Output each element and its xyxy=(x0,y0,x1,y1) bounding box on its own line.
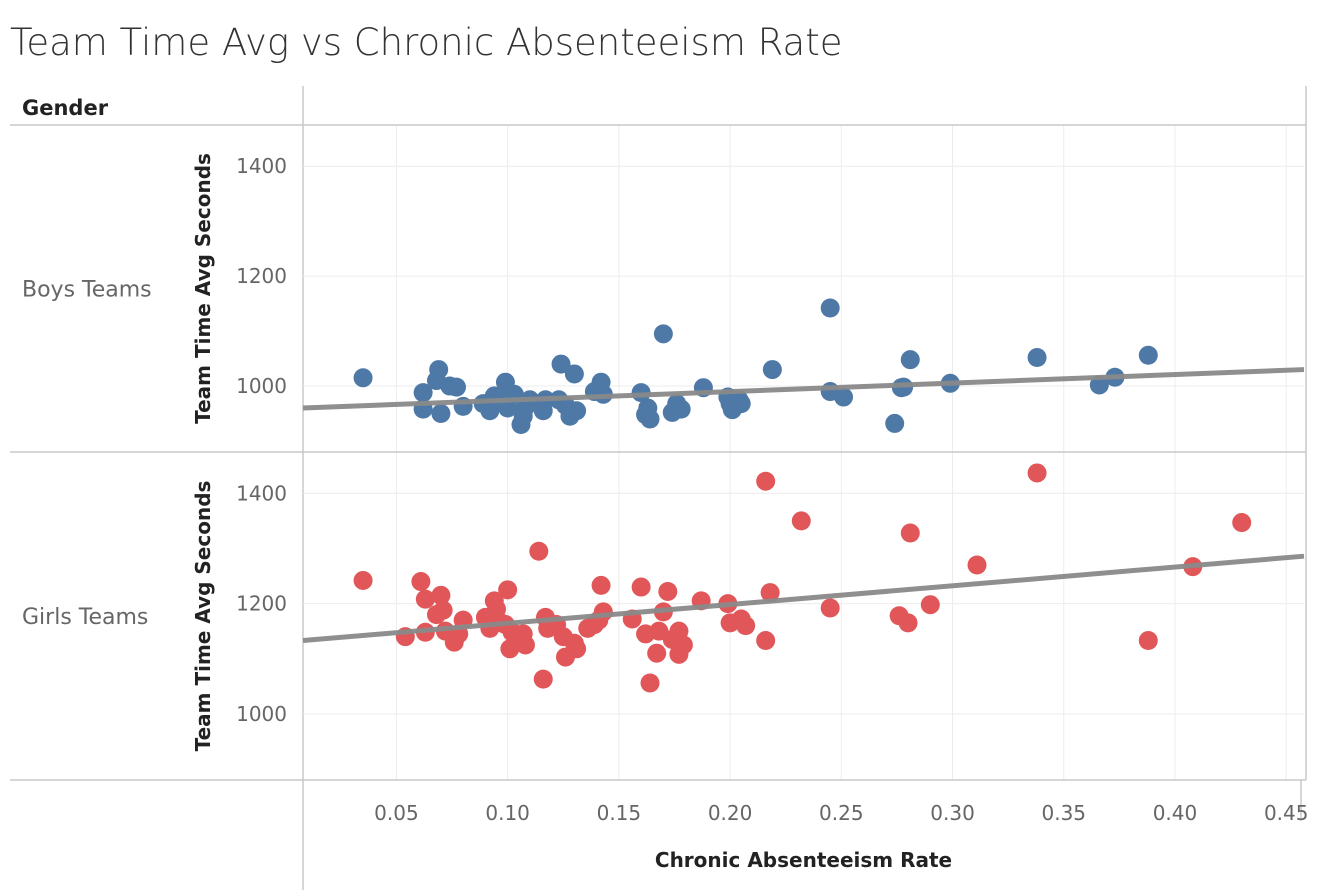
data-point xyxy=(834,387,854,407)
y-tick-label: 1200 xyxy=(236,264,287,288)
data-point xyxy=(533,669,553,689)
data-point xyxy=(898,613,918,633)
x-tick-label: 0.15 xyxy=(597,801,642,825)
y-axis-title: Team Time Avg Seconds xyxy=(191,481,215,752)
data-point xyxy=(433,600,453,620)
data-point xyxy=(756,471,776,491)
data-point xyxy=(920,595,940,615)
x-axis: 0.05 0.10 0.15 0.20 0.25 0.30 0.35 0.40 0.45 Chro… xyxy=(374,801,1308,872)
y-tick-label: 1200 xyxy=(236,592,287,616)
panels: 1000 1200 1400 Boys Teams Team Time Avg Seco… xyxy=(22,153,1305,752)
x-tick-label: 0.05 xyxy=(374,801,419,825)
chart-title: Team Time Avg vs Chronic Absenteeism Rat… xyxy=(10,21,842,64)
data-point xyxy=(591,575,611,595)
trend-line xyxy=(302,367,1305,411)
data-point xyxy=(647,643,667,663)
x-tick-label: 0.10 xyxy=(485,801,530,825)
data-point xyxy=(529,541,549,561)
points xyxy=(353,463,1252,693)
data-point xyxy=(593,602,613,622)
data-point xyxy=(431,404,451,424)
data-point xyxy=(1232,513,1252,533)
data-point xyxy=(564,364,584,384)
data-point xyxy=(820,598,840,618)
x-tick-label: 0.40 xyxy=(1153,801,1198,825)
points xyxy=(353,298,1158,435)
data-point xyxy=(673,635,693,655)
data-point xyxy=(431,585,451,605)
row-label: Boys Teams xyxy=(22,278,152,303)
data-point xyxy=(413,383,433,403)
x-tick-label: 0.45 xyxy=(1264,801,1309,825)
data-point xyxy=(640,409,660,429)
data-point xyxy=(640,673,660,693)
data-point xyxy=(631,577,651,597)
x-tick-label: 0.30 xyxy=(930,801,975,825)
data-point xyxy=(736,616,756,636)
panel-boys-teams: 1000 1200 1400 Boys Teams Team Time Avg Seco… xyxy=(22,153,1305,435)
data-point xyxy=(1138,631,1158,651)
data-point xyxy=(567,639,587,659)
data-point xyxy=(671,399,691,419)
data-point xyxy=(551,354,571,374)
data-point xyxy=(567,401,587,421)
data-point xyxy=(415,589,435,609)
y-tick-label: 1000 xyxy=(236,702,287,726)
pane-borders xyxy=(10,86,1307,890)
data-point xyxy=(762,360,782,380)
data-point xyxy=(967,555,987,575)
y-tick-label: 1400 xyxy=(236,154,287,178)
row-label: Girls Teams xyxy=(22,605,148,630)
data-point xyxy=(1138,345,1158,365)
data-point xyxy=(731,394,751,414)
data-point xyxy=(429,360,449,380)
x-tick-label: 0.25 xyxy=(819,801,864,825)
data-point xyxy=(760,583,780,603)
data-point xyxy=(353,570,373,590)
data-point xyxy=(446,377,466,397)
data-point xyxy=(900,350,920,370)
y-tick-label: 1400 xyxy=(236,481,287,505)
data-point xyxy=(658,581,678,601)
y-tick-label: 1000 xyxy=(236,374,287,398)
data-point xyxy=(653,324,673,344)
data-point xyxy=(756,631,776,651)
data-point xyxy=(1027,463,1047,483)
data-point xyxy=(515,635,535,655)
row-header-gender: Gender xyxy=(22,96,109,120)
data-point xyxy=(1027,347,1047,367)
x-tick-label: 0.20 xyxy=(708,801,753,825)
data-point xyxy=(1089,375,1109,395)
data-point xyxy=(885,413,905,433)
panel-girls-teams: 1000 1200 1400 Girls Teams Team Time Avg Sec… xyxy=(22,463,1305,752)
data-point xyxy=(411,572,431,592)
data-point xyxy=(791,511,811,531)
x-tick-label: 0.35 xyxy=(1041,801,1086,825)
trend-line xyxy=(302,553,1305,644)
x-axis-title: Chronic Absenteeism Rate xyxy=(655,848,952,872)
data-point xyxy=(820,298,840,318)
data-point xyxy=(900,523,920,543)
data-point xyxy=(353,368,373,388)
data-point xyxy=(498,580,518,600)
y-axis-title: Team Time Avg Seconds xyxy=(191,153,215,424)
